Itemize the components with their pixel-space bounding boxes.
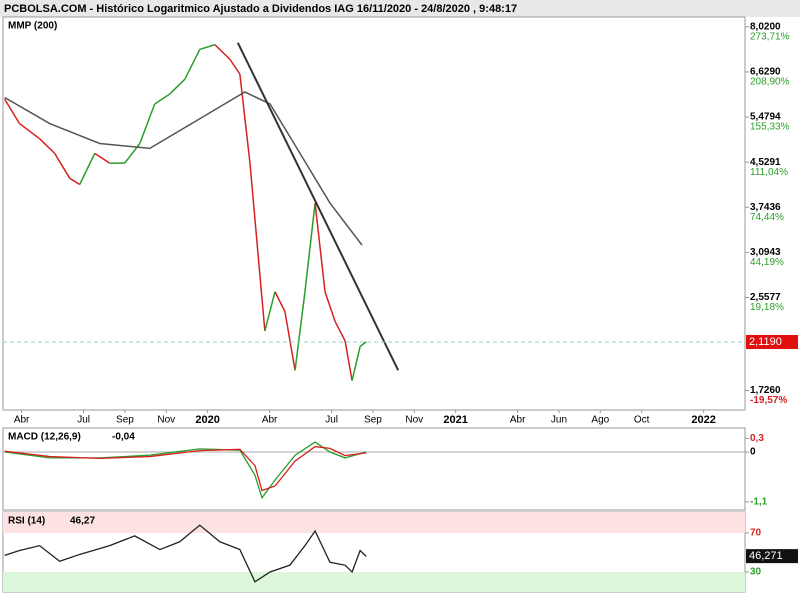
- series-line: [4, 91, 363, 246]
- price-segment: [359, 341, 367, 347]
- y-tick-label: 70: [750, 528, 762, 539]
- price-segment: [54, 152, 71, 179]
- title-bar: [0, 0, 800, 17]
- price-segment: [169, 78, 186, 95]
- series-line: [4, 524, 367, 583]
- pct-label: 19,18%: [750, 302, 784, 313]
- y-tick-label: 1,7260: [750, 385, 781, 396]
- last-value-box: [746, 549, 798, 564]
- y-tick-label: 2,5577: [750, 292, 781, 303]
- chart-title: PCBOLSA.COM - Histórico Logaritmico Ajus…: [4, 3, 517, 15]
- last-price-box: [746, 334, 798, 349]
- price-segment: [239, 73, 251, 164]
- pct-label: 74,44%: [750, 212, 784, 223]
- pct-label: 155,33%: [750, 122, 790, 133]
- price-segment: [184, 49, 201, 80]
- pct-label: 44,19%: [750, 257, 784, 268]
- panel-label: RSI (14): [8, 516, 45, 527]
- pct-label: -19,57%: [750, 395, 787, 406]
- price-segment: [249, 163, 259, 252]
- x-tick-label: Sep: [116, 415, 134, 426]
- y-tick-label: 0: [750, 447, 756, 458]
- price-segment: [344, 340, 353, 381]
- price-segment: [294, 291, 306, 371]
- price-segment: [154, 93, 171, 105]
- price-segment: [314, 202, 326, 292]
- price-segment: [257, 251, 266, 332]
- legend-label: MMP (200): [8, 21, 57, 32]
- x-tick-label: Jun: [551, 415, 567, 426]
- price-segment: [264, 291, 276, 332]
- trend-line: [236, 42, 400, 371]
- pct-label: 111,04%: [750, 167, 788, 178]
- price-segment: [79, 153, 96, 185]
- oversold-zone: [3, 572, 745, 592]
- x-tick-label: Abr: [14, 415, 30, 426]
- price-segment: [351, 346, 361, 381]
- price-segment: [229, 58, 241, 75]
- price-segment: [94, 152, 111, 164]
- y-tick-label: -1,1: [750, 496, 768, 507]
- x-tick-label: 2022: [691, 414, 715, 426]
- x-tick-label: Ago: [591, 415, 609, 426]
- y-tick-label: 30: [750, 567, 762, 578]
- y-tick-label: 0,3: [750, 433, 764, 444]
- price-segment: [69, 177, 81, 186]
- last-value: -0,04: [112, 432, 135, 443]
- price-segment: [274, 291, 286, 312]
- price-segment: [199, 43, 216, 51]
- price-segment: [284, 311, 296, 371]
- price-segment: [139, 103, 156, 144]
- pct-label: 208,90%: [750, 77, 790, 88]
- x-tick-label: 2020: [195, 414, 219, 426]
- x-tick-label: Oct: [634, 415, 650, 426]
- panel-label: MACD (12,26,9): [8, 432, 81, 443]
- x-tick-label: Jul: [77, 415, 90, 426]
- x-tick-label: Jul: [325, 415, 338, 426]
- y-tick-label: 5,4794: [750, 112, 781, 123]
- last-value-label: 46,271: [749, 550, 783, 562]
- x-tick-label: Nov: [405, 415, 423, 426]
- price-segment: [334, 321, 346, 342]
- macd-panel: [2, 427, 746, 511]
- x-tick-label: Abr: [510, 415, 526, 426]
- y-tick-label: 3,7436: [750, 202, 781, 213]
- x-tick-label: Nov: [157, 415, 175, 426]
- x-tick-label: Sep: [364, 415, 382, 426]
- price-panel: [2, 16, 746, 411]
- pct-label: 273,71%: [750, 31, 790, 42]
- series-line: [4, 441, 367, 500]
- price-segment: [324, 291, 336, 322]
- x-tick-label: Abr: [262, 415, 278, 426]
- y-tick-label: 8,0200: [750, 21, 781, 32]
- y-tick-label: 4,5291: [750, 157, 781, 168]
- last-price-label: 2,1190: [749, 336, 782, 348]
- y-tick-label: 6,6290: [750, 67, 781, 78]
- price-segment: [39, 138, 56, 154]
- price-segment: [214, 44, 231, 60]
- series-line: [4, 445, 367, 492]
- last-value: 46,27: [70, 516, 95, 527]
- x-tick-label: 2021: [443, 414, 467, 426]
- price-segment: [19, 122, 41, 140]
- y-tick-label: 3,0943: [750, 247, 781, 258]
- overbought-zone: [3, 512, 745, 533]
- price-segment: [4, 98, 21, 124]
- price-segment: [304, 202, 316, 292]
